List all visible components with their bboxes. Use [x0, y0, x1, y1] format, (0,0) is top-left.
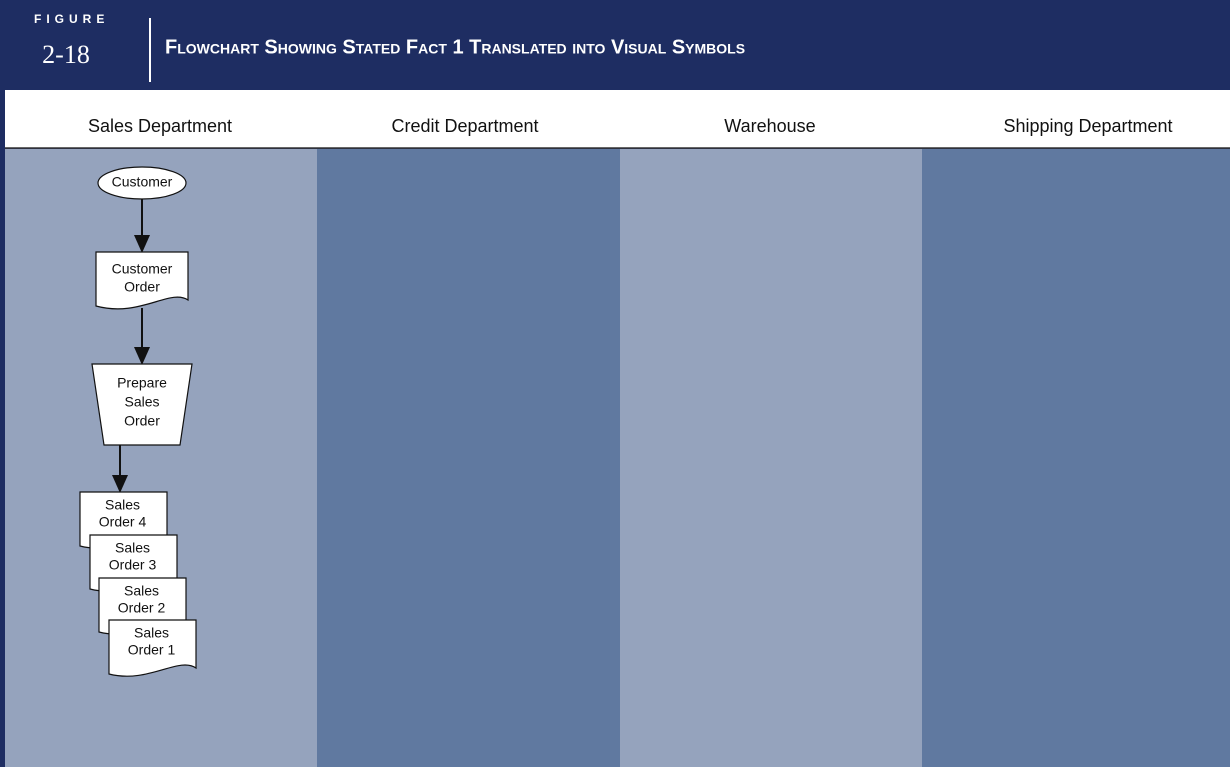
lane-label: Shipping Department — [1003, 116, 1172, 136]
node-label: Customer — [112, 174, 173, 190]
node-label: Order — [124, 413, 160, 429]
node-label: Sales — [134, 625, 169, 641]
node-label: Customer — [112, 261, 173, 277]
node-label: Order — [124, 279, 160, 295]
lane — [317, 149, 620, 767]
node-label: Order 4 — [99, 514, 147, 530]
lane-label: Warehouse — [724, 116, 815, 136]
figure-number: 2-18 — [42, 40, 90, 69]
lane — [922, 149, 1230, 767]
lane — [5, 149, 317, 767]
document — [95, 251, 189, 310]
document — [108, 619, 197, 677]
manual-operation — [91, 363, 193, 446]
figure-label: FIGURE — [34, 12, 109, 26]
lane-header-row — [5, 90, 1230, 148]
node-label: Order 1 — [128, 642, 176, 658]
node-label: Order 2 — [118, 600, 166, 616]
node-label: Sales — [115, 540, 150, 556]
node-label: Sales — [105, 497, 140, 513]
lane-label: Credit Department — [391, 116, 538, 136]
node-label: Order 3 — [109, 557, 157, 573]
lane-label: Sales Department — [88, 116, 232, 136]
title: Flowchart Showing Stated Fact 1 Translat… — [165, 36, 745, 58]
node-label: Sales — [124, 583, 159, 599]
node-label: Prepare — [117, 375, 167, 391]
node-label: Sales — [124, 394, 159, 410]
lane — [620, 149, 922, 767]
